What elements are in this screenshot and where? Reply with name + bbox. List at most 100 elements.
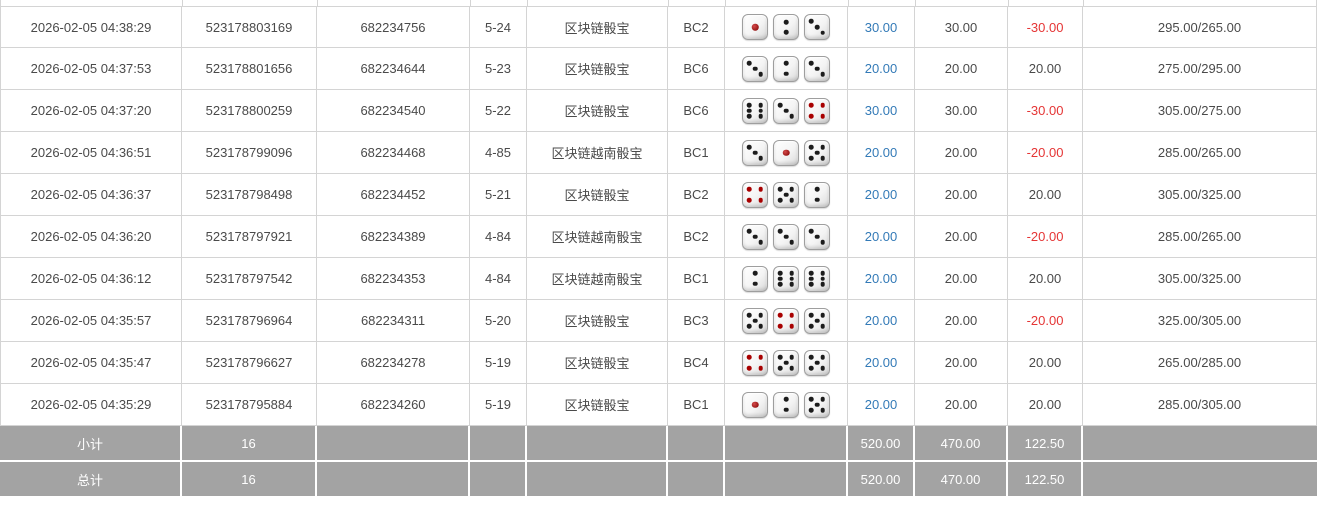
table-row: 2026-02-05 04:37:53 523178801656 682234644…: [0, 48, 1317, 90]
column-border-stub: [915, 0, 916, 6]
valid-amount: 20.00: [915, 384, 1008, 426]
bet-amount[interactable]: 20.00: [848, 48, 915, 90]
column-border-stub: [0, 0, 1, 6]
round-id: 682234644: [317, 48, 470, 90]
die-4-icon: [742, 181, 768, 208]
balance: 305.00/325.00: [1083, 258, 1317, 300]
table-code: BC2: [668, 216, 725, 258]
table-body: 2026-02-05 04:38:29 523178803169 682234756…: [0, 6, 1317, 498]
bet-time: 2026-02-05 04:36:51: [0, 132, 182, 174]
dice-icons: [727, 14, 845, 40]
bet-amount[interactable]: 20.00: [848, 342, 915, 384]
summary-winloss-total: 122.50: [1008, 426, 1083, 462]
game-name: 区块链越南骰宝: [527, 132, 668, 174]
valid-amount: 20.00: [915, 48, 1008, 90]
round-id: 682234756: [317, 6, 470, 48]
valid-amount: 20.00: [915, 258, 1008, 300]
column-border-stub: [470, 0, 471, 6]
bet-time: 2026-02-05 04:36:20: [0, 216, 182, 258]
period: 4-84: [470, 216, 527, 258]
balance: 285.00/265.00: [1083, 216, 1317, 258]
valid-amount: 30.00: [915, 6, 1008, 48]
table-row: 2026-02-05 04:36:12 523178797542 682234353…: [0, 258, 1317, 300]
bet-amount[interactable]: 20.00: [848, 174, 915, 216]
die-5-icon: [804, 139, 830, 166]
die-1-icon: [773, 139, 799, 166]
table-row: 2026-02-05 04:36:51 523178799096 682234468…: [0, 132, 1317, 174]
table-row: 2026-02-05 04:36:20 523178797921 682234389…: [0, 216, 1317, 258]
bet-id: 523178798498: [182, 174, 317, 216]
die-3-icon: [804, 55, 830, 82]
valid-amount: 20.00: [915, 342, 1008, 384]
die-3-icon: [773, 97, 799, 124]
table-code: BC4: [668, 342, 725, 384]
column-border-stub: [182, 0, 183, 6]
summary-label: 小计: [0, 426, 182, 462]
bet-amount[interactable]: 20.00: [848, 300, 915, 342]
dice-result: [725, 6, 848, 48]
die-3-icon: [804, 223, 830, 250]
die-6-icon: [804, 265, 830, 292]
round-id: 682234260: [317, 384, 470, 426]
bet-id: 523178797921: [182, 216, 317, 258]
die-2-icon: [742, 265, 768, 292]
column-border-stub: [848, 0, 849, 6]
bet-id: 523178796964: [182, 300, 317, 342]
period: 5-23: [470, 48, 527, 90]
period: 5-20: [470, 300, 527, 342]
game-name: 区块链骰宝: [527, 6, 668, 48]
column-border-stub: [725, 0, 726, 6]
die-3-icon: [773, 223, 799, 250]
win-loss: 20.00: [1008, 258, 1083, 300]
bet-amount[interactable]: 30.00: [848, 6, 915, 48]
balance: 275.00/295.00: [1083, 48, 1317, 90]
table-code: BC3: [668, 300, 725, 342]
dice-icons: [727, 181, 845, 208]
table-row: 2026-02-05 04:35:47 523178796627 682234278…: [0, 342, 1317, 384]
die-1-icon: [742, 391, 768, 418]
bet-id: 523178803169: [182, 6, 317, 48]
round-id: 682234540: [317, 90, 470, 132]
balance: 295.00/265.00: [1083, 6, 1317, 48]
period: 5-22: [470, 90, 527, 132]
bet-amount[interactable]: 20.00: [848, 216, 915, 258]
round-id: 682234389: [317, 216, 470, 258]
dice-icons: [727, 349, 845, 376]
bet-amount[interactable]: 20.00: [848, 132, 915, 174]
bet-amount[interactable]: 20.00: [848, 384, 915, 426]
period: 5-21: [470, 174, 527, 216]
win-loss: 20.00: [1008, 342, 1083, 384]
summary-empty-cell: [470, 426, 527, 462]
dice-result: [725, 132, 848, 174]
bet-time: 2026-02-05 04:37:20: [0, 90, 182, 132]
subtotal-row: 小计 16 520.00 470.00 122.50: [0, 426, 1317, 462]
table-code: BC2: [668, 6, 725, 48]
summary-count: 16: [182, 426, 317, 462]
round-id: 682234278: [317, 342, 470, 384]
die-4-icon: [804, 97, 830, 124]
dice-result: [725, 342, 848, 384]
table-code: BC6: [668, 48, 725, 90]
dice-icons: [727, 307, 845, 334]
bet-amount[interactable]: 20.00: [848, 258, 915, 300]
die-5-icon: [804, 307, 830, 334]
game-name: 区块链越南骰宝: [527, 216, 668, 258]
bet-id: 523178801656: [182, 48, 317, 90]
summary-empty-cell: [317, 426, 470, 462]
dice-result: [725, 216, 848, 258]
die-3-icon: [742, 223, 768, 250]
summary-valid-total: 470.00: [915, 426, 1008, 462]
dice-result: [725, 174, 848, 216]
dice-icons: [727, 265, 845, 292]
die-5-icon: [804, 391, 830, 418]
die-2-icon: [804, 181, 830, 208]
die-2-icon: [773, 391, 799, 418]
column-border-stub: [527, 0, 528, 6]
game-name: 区块链骰宝: [527, 342, 668, 384]
summary-empty-cell: [1083, 426, 1317, 462]
win-loss: -30.00: [1008, 90, 1083, 132]
bet-amount[interactable]: 30.00: [848, 90, 915, 132]
bet-id: 523178799096: [182, 132, 317, 174]
game-name: 区块链骰宝: [527, 384, 668, 426]
summary-valid-total: 470.00: [915, 462, 1008, 498]
